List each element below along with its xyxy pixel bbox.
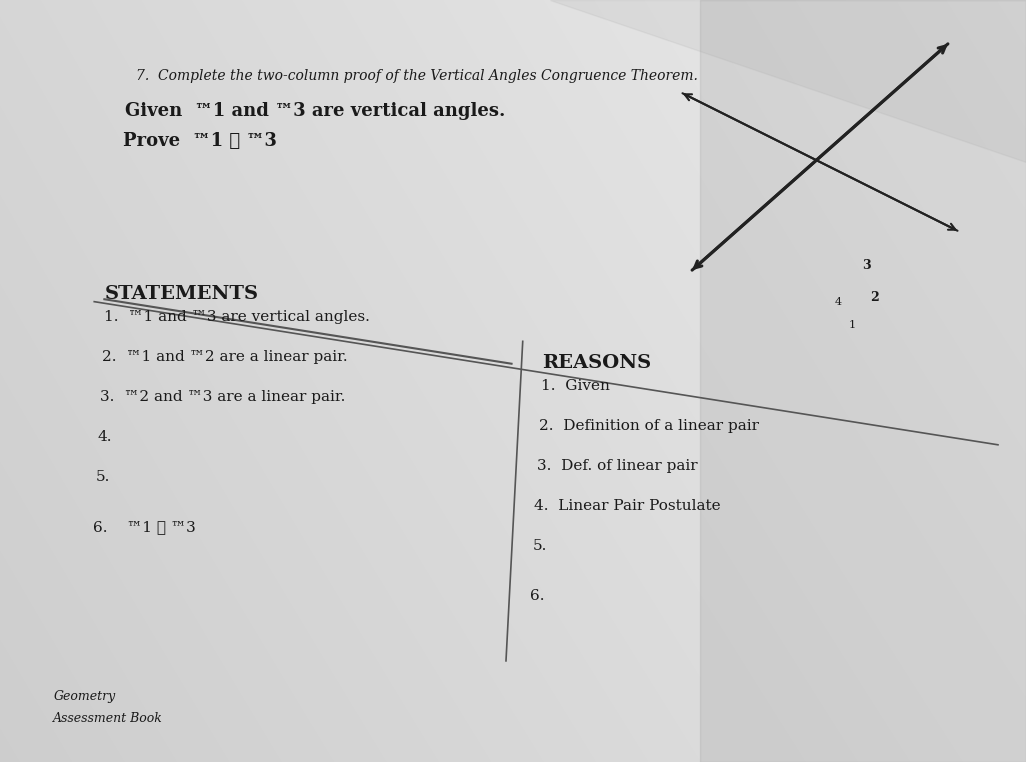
- Text: STATEMENTS: STATEMENTS: [105, 285, 260, 303]
- Text: 3.  Def. of linear pair: 3. Def. of linear pair: [537, 459, 698, 473]
- Text: 5.: 5.: [95, 470, 110, 484]
- Text: 1: 1: [849, 319, 856, 329]
- Text: 1.  Given: 1. Given: [541, 379, 609, 393]
- Text: 7.  Complete the two-column proof of the Vertical Angles Congruence Theorem.: 7. Complete the two-column proof of the …: [136, 69, 699, 83]
- Text: Given  ™1 and ™3 are vertical angles.: Given ™1 and ™3 are vertical angles.: [125, 102, 505, 120]
- Text: Assessment Book: Assessment Book: [52, 712, 162, 725]
- Text: 2.  ™1 and ™2 are a linear pair.: 2. ™1 and ™2 are a linear pair.: [102, 351, 348, 364]
- Text: 6.    ™1 ≅ ™3: 6. ™1 ≅ ™3: [92, 520, 196, 534]
- Text: 1.  ™1 and ™3 are vertical angles.: 1. ™1 and ™3 are vertical angles.: [104, 310, 369, 324]
- Polygon shape: [550, 0, 1026, 162]
- Polygon shape: [700, 0, 1026, 762]
- Text: 6.: 6.: [529, 589, 544, 604]
- Text: REASONS: REASONS: [542, 354, 652, 373]
- Text: 3: 3: [862, 259, 871, 272]
- Text: Geometry: Geometry: [53, 690, 116, 703]
- Text: 4: 4: [835, 297, 842, 307]
- Text: 2.  Definition of a linear pair: 2. Definition of a linear pair: [539, 419, 758, 434]
- Text: Prove  ™1 ≅ ™3: Prove ™1 ≅ ™3: [123, 132, 277, 150]
- Text: 2: 2: [870, 291, 879, 304]
- Text: 3.  ™2 and ™3 are a linear pair.: 3. ™2 and ™3 are a linear pair.: [100, 390, 345, 404]
- Text: 5.: 5.: [532, 539, 547, 553]
- Text: 4.  Linear Pair Postulate: 4. Linear Pair Postulate: [535, 499, 721, 514]
- Text: 4.: 4.: [97, 430, 112, 444]
